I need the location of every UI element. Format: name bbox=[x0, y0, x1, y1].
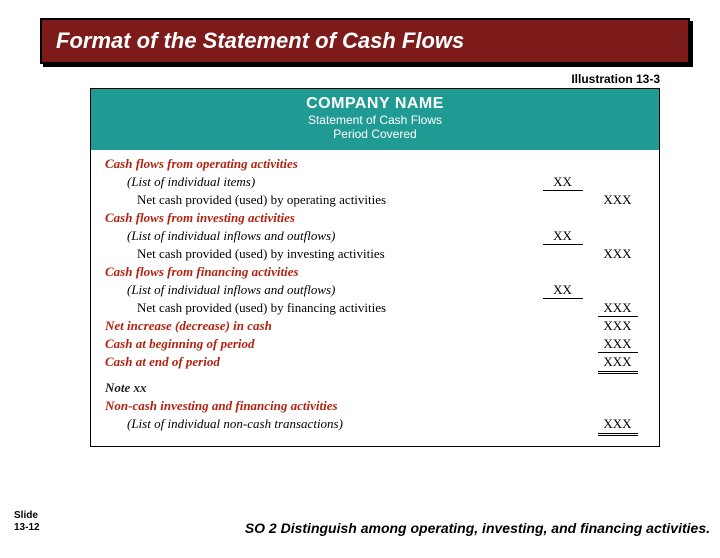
financing-list: (List of individual inflows and outflows… bbox=[105, 282, 535, 298]
cash-beginning: Cash at beginning of period bbox=[105, 336, 535, 352]
cashflow-statement: COMPANY NAME Statement of Cash Flows Per… bbox=[90, 88, 660, 447]
operating-list: (List of individual items) bbox=[105, 174, 535, 190]
slide-title: Format of the Statement of Cash Flows bbox=[56, 28, 464, 53]
company-name: COMPANY NAME bbox=[91, 95, 659, 113]
amount-xxx: XXX bbox=[603, 246, 631, 261]
title-bar: Format of the Statement of Cash Flows bbox=[40, 18, 690, 64]
amount-xx: XX bbox=[543, 174, 583, 191]
statement-title: Statement of Cash Flows bbox=[91, 113, 659, 127]
amount-xxx: XXX bbox=[598, 416, 638, 436]
financing-net: Net cash provided (used) by financing ac… bbox=[105, 300, 535, 316]
noncash-list: (List of individual non-cash transaction… bbox=[105, 416, 535, 432]
statement-header: COMPANY NAME Statement of Cash Flows Per… bbox=[91, 89, 659, 150]
noncash-heading: Non-cash investing and financing activit… bbox=[105, 398, 535, 414]
slide-number-l1: Slide bbox=[14, 510, 40, 522]
study-objective: SO 2 Distinguish among operating, invest… bbox=[160, 520, 710, 536]
amount-xxx: XXX bbox=[598, 300, 638, 317]
amount-xxx: XXX bbox=[598, 354, 638, 374]
investing-net: Net cash provided (used) by investing ac… bbox=[105, 246, 535, 262]
amount-xxx: XXX bbox=[598, 336, 638, 353]
amount-xxx: XXX bbox=[603, 318, 631, 333]
operating-heading: Cash flows from operating activities bbox=[105, 156, 535, 172]
investing-heading: Cash flows from investing activities bbox=[105, 210, 535, 226]
statement-body: Cash flows from operating activities (Li… bbox=[91, 150, 659, 446]
cash-end: Cash at end of period bbox=[105, 354, 535, 370]
operating-net: Net cash provided (used) by operating ac… bbox=[105, 192, 535, 208]
investing-list: (List of individual inflows and outflows… bbox=[105, 228, 535, 244]
amount-xx: XX bbox=[543, 282, 583, 299]
amount-xx: XX bbox=[543, 228, 583, 245]
period-covered: Period Covered bbox=[91, 127, 659, 141]
amount-xxx: XXX bbox=[603, 192, 631, 207]
slide-number-l2: 13-12 bbox=[14, 522, 40, 534]
illustration-label: Illustration 13-3 bbox=[0, 72, 660, 86]
financing-heading: Cash flows from financing activities bbox=[105, 264, 535, 280]
net-increase: Net increase (decrease) in cash bbox=[105, 318, 535, 334]
note-label: Note xx bbox=[105, 380, 645, 396]
slide-number: Slide 13-12 bbox=[14, 510, 40, 534]
